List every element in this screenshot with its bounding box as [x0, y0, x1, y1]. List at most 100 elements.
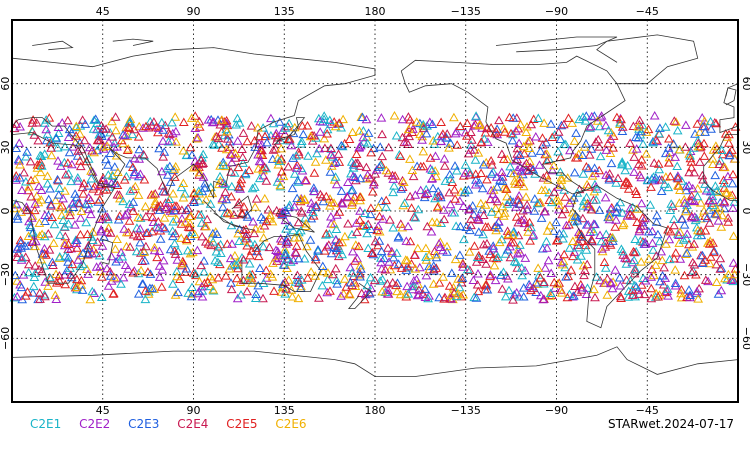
legend-c2e5: C2E5 — [226, 417, 258, 431]
observation-marker — [421, 128, 432, 138]
observation-marker — [586, 144, 597, 153]
observation-marker — [641, 149, 652, 158]
observation-marker — [85, 294, 96, 304]
observation-marker — [340, 231, 350, 241]
observation-marker — [55, 202, 65, 212]
observation-marker — [367, 186, 378, 196]
observation-marker — [97, 203, 107, 213]
observation-marker — [241, 229, 252, 238]
observation-marker — [325, 201, 335, 210]
observation-marker — [376, 113, 387, 122]
observation-marker — [181, 234, 192, 243]
observation-marker — [681, 204, 692, 214]
observation-marker — [649, 110, 660, 120]
observation-marker — [297, 121, 308, 130]
observation-marker — [687, 183, 698, 193]
observation-marker — [442, 241, 452, 251]
observation-marker — [187, 150, 197, 159]
observation-marker — [234, 181, 245, 191]
observation-marker — [192, 119, 203, 128]
observation-marker — [489, 260, 500, 270]
observation-marker — [116, 135, 127, 145]
observation-marker — [167, 226, 178, 235]
coastline — [100, 238, 114, 265]
observation-marker — [502, 199, 513, 208]
observation-marker — [654, 164, 665, 174]
observation-marker — [63, 239, 74, 248]
observation-marker — [488, 243, 499, 253]
top-lon-label: 135 — [274, 5, 295, 18]
observation-marker — [236, 174, 247, 184]
observation-marker — [646, 182, 656, 191]
observation-marker — [276, 143, 287, 153]
observation-marker — [558, 256, 569, 266]
observation-marker — [518, 283, 529, 292]
observation-marker — [578, 201, 588, 210]
observation-marker — [287, 291, 298, 301]
observation-marker — [685, 153, 696, 163]
observation-marker — [41, 250, 51, 259]
observation-marker — [186, 291, 197, 301]
observation-marker — [671, 117, 681, 126]
observation-marker — [444, 169, 455, 179]
observation-marker — [699, 151, 710, 160]
observation-marker — [646, 272, 657, 281]
observation-marker — [573, 242, 584, 252]
observation-marker — [336, 291, 346, 300]
observation-marker — [562, 173, 573, 182]
observation-marker — [681, 181, 692, 191]
top-lon-label: −90 — [545, 5, 568, 18]
observation-marker — [636, 257, 647, 266]
observation-marker — [219, 116, 230, 126]
observation-marker — [49, 219, 60, 229]
observation-marker — [147, 212, 158, 222]
observation-marker — [617, 158, 628, 168]
observation-marker — [357, 112, 368, 121]
observation-marker — [120, 260, 131, 269]
observation-marker — [193, 186, 204, 195]
observation-marker — [255, 145, 266, 154]
observation-marker — [694, 157, 705, 166]
observation-marker — [36, 161, 47, 170]
observation-marker — [193, 288, 203, 298]
observation-marker — [355, 206, 365, 215]
observation-marker — [191, 133, 202, 143]
observation-marker — [310, 254, 321, 264]
observation-marker — [140, 255, 150, 265]
observation-marker — [555, 167, 566, 176]
observation-marker — [439, 214, 450, 224]
right-lat-label: −60 — [740, 327, 750, 350]
observation-marker — [35, 157, 46, 167]
observation-marker — [83, 240, 94, 250]
observation-marker — [350, 172, 360, 181]
observation-marker — [160, 223, 170, 233]
observation-marker — [258, 123, 268, 132]
observation-marker — [580, 265, 590, 274]
observation-marker — [217, 143, 227, 152]
observation-marker — [205, 271, 216, 281]
observation-marker — [12, 214, 23, 223]
observation-marker — [95, 261, 106, 271]
observation-marker — [567, 212, 578, 221]
observation-marker — [168, 188, 178, 198]
observation-marker — [673, 180, 683, 190]
observation-marker — [530, 169, 540, 178]
observation-marker — [272, 177, 283, 186]
observation-marker — [75, 129, 85, 138]
observation-marker — [63, 257, 73, 266]
observation-marker — [305, 131, 316, 141]
observation-marker — [636, 280, 647, 289]
observation-marker — [362, 228, 372, 238]
observation-marker — [205, 199, 216, 208]
observation-marker — [576, 251, 586, 260]
observation-marker — [581, 161, 592, 171]
observation-marker — [703, 183, 713, 193]
observation-marker — [293, 217, 304, 227]
observation-marker — [134, 121, 145, 131]
observation-marker — [629, 247, 640, 257]
coastline — [11, 346, 739, 377]
observation-marker — [728, 231, 739, 240]
observation-marker — [508, 227, 519, 237]
observation-marker — [377, 129, 387, 139]
coastline — [273, 117, 306, 146]
